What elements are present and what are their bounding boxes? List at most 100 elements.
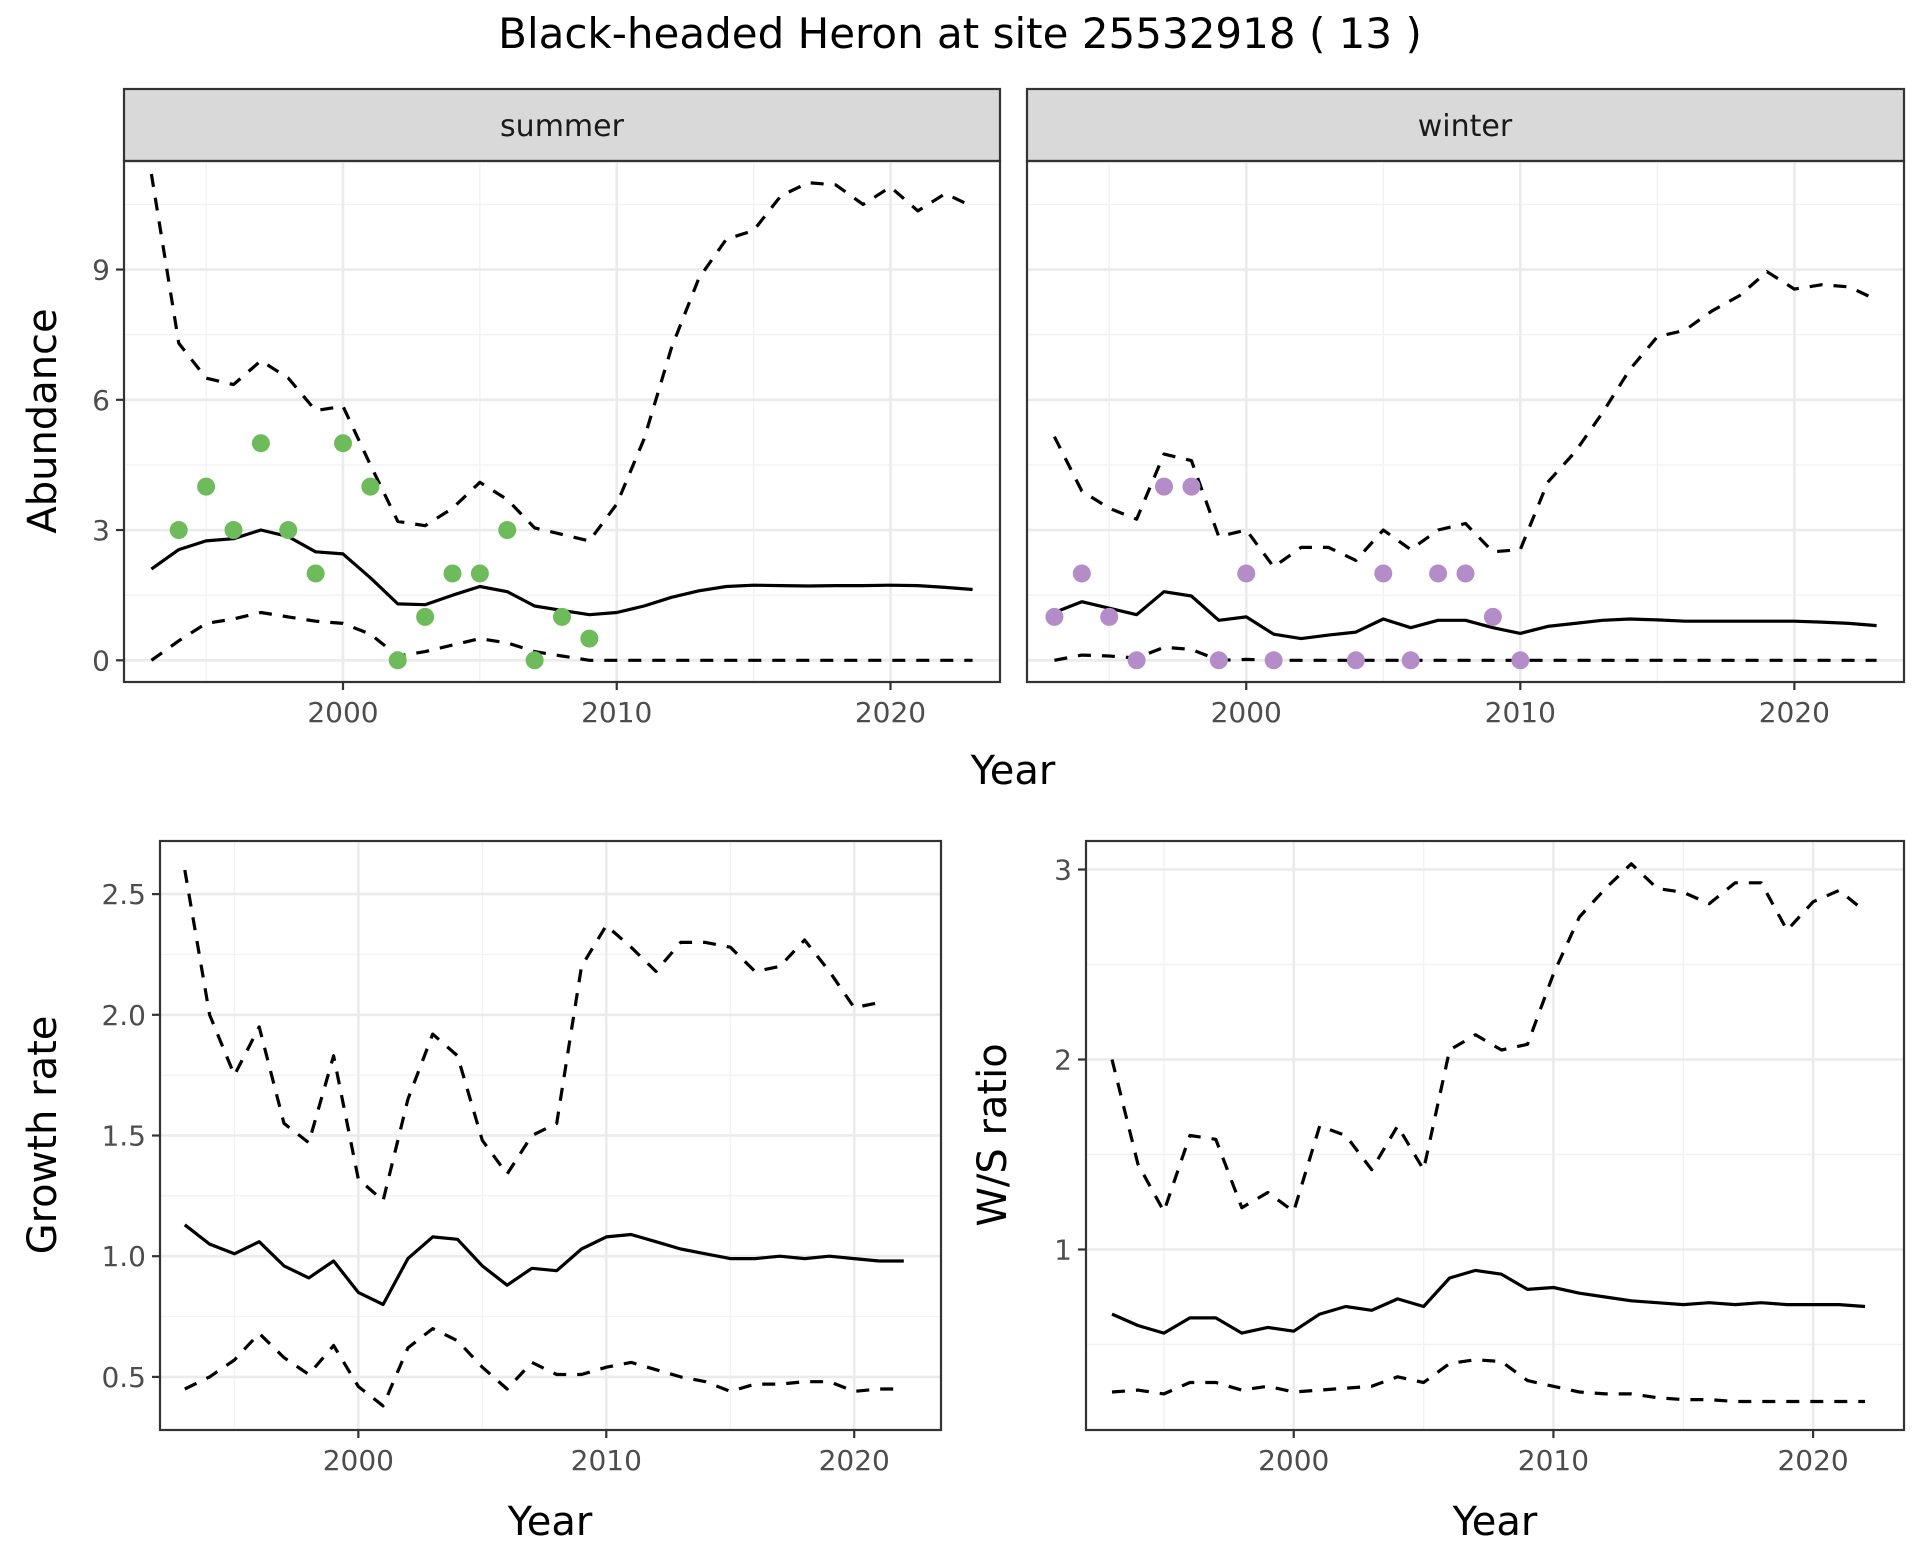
x-ticks-summer: 2000 2010 2020 [307, 682, 926, 729]
observed-point-summer [279, 521, 298, 540]
x-axis-title-top: Year [970, 748, 1056, 794]
observed-point-summer [334, 434, 352, 453]
x-ticks-ratio: 2000 2010 2020 [1258, 1430, 1849, 1477]
panel-winter-abundance: winter 2000 2010 2020 [1025, 87, 1906, 729]
observed-point-summer [361, 477, 380, 496]
x-ticks-growth: 2000 2010 2020 [323, 1430, 890, 1477]
facet-strip-winter-label: winter [1418, 109, 1513, 144]
observed-point-summer [388, 651, 407, 670]
series-line-ci-ratio-2 [1111, 1358, 1865, 1404]
observed-point-summer [306, 564, 325, 583]
observed-point-winter [1155, 477, 1174, 496]
observed-point-summer [224, 521, 243, 540]
x-tick-label: 2020 [819, 1444, 890, 1477]
facet-strip-summer: summer [122, 87, 1002, 163]
series-line-ci-summer-2 [150, 610, 973, 662]
observed-point-summer [251, 434, 270, 453]
observed-point-winter [1429, 564, 1448, 583]
y-tick-label: 1 [1054, 1234, 1072, 1267]
series-line-mean-ratio-0 [1111, 1268, 1866, 1335]
observed-point-summer [197, 477, 216, 496]
series-line-ci-ratio-1 [1110, 862, 1867, 1214]
observed-point-winter [1374, 564, 1393, 583]
observed-point-summer [525, 651, 544, 670]
observed-point-winter [1045, 607, 1064, 626]
x-axis-title-ratio: Year [1452, 1499, 1538, 1545]
y-tick-label: 3 [1054, 854, 1072, 887]
observed-point-summer [580, 629, 599, 648]
series-line-ci-growth-2 [184, 1327, 904, 1408]
y-tick-label: 9 [92, 254, 110, 287]
y-tick-label: 2.5 [101, 878, 146, 911]
panel-ws-ratio: 2000 2010 2020 1 2 3 Year W/S ratio [970, 839, 1906, 1545]
y-axis-title-abundance: Abundance [20, 308, 66, 533]
series-line-ci-summer-1 [149, 173, 974, 543]
observed-point-winter [1072, 564, 1091, 583]
panel-growth-rate: 2000 2010 2020 0.5 1.0 1.5 2.0 2.5 Year Growth… [20, 839, 943, 1545]
observed-point-winter [1483, 607, 1502, 626]
observed-point-summer [498, 521, 517, 540]
series-line-ci-winter-2 [1054, 645, 1877, 662]
observed-point-winter [1456, 564, 1475, 583]
x-ticks-winter: 2000 2010 2020 [1211, 682, 1830, 729]
observed-point-winter [1401, 651, 1420, 670]
x-tick-label: 2010 [1518, 1444, 1589, 1477]
series-line-mean-winter-0 [1053, 590, 1877, 641]
x-tick-label: 2020 [1777, 1444, 1848, 1477]
observed-point-winter [1127, 651, 1146, 670]
x-tick-label: 2020 [1759, 696, 1830, 729]
y-tick-label: 2 [1054, 1044, 1072, 1077]
y-axis-title-ws-ratio: W/S ratio [970, 1043, 1016, 1226]
y-ticks-summer: 0 3 6 9 [92, 254, 124, 677]
observed-point-winter [1346, 651, 1365, 670]
y-tick-label: 2.0 [101, 999, 146, 1032]
y-tick-label: 3 [92, 514, 110, 547]
series-line-mean-summer-0 [150, 528, 973, 617]
series-winter [1052, 270, 1878, 662]
observed-point-winter [1237, 564, 1256, 583]
x-tick-label: 2010 [581, 696, 652, 729]
observed-point-winter [1511, 651, 1530, 670]
y-axis-title-growth-rate: Growth rate [20, 1016, 66, 1255]
series-line-ci-growth-1 [183, 869, 880, 1203]
panel-border-ratio [1084, 839, 1906, 1432]
y-tick-label: 0.5 [101, 1361, 146, 1394]
observed-point-winter [1182, 477, 1201, 496]
y-ticks-ratio: 1 2 3 [1054, 854, 1086, 1267]
y-tick-label: 6 [92, 384, 110, 417]
gridlines-growth [160, 841, 941, 1430]
panel-border-winter [1025, 159, 1906, 684]
points-summer [169, 434, 599, 670]
gridlines-winter [1027, 161, 1904, 682]
series-line-mean-growth-0 [183, 1223, 904, 1307]
observed-point-summer [416, 607, 435, 626]
points-winter [1045, 477, 1530, 670]
facet-strip-summer-label: summer [500, 109, 625, 144]
observed-point-summer [443, 564, 462, 583]
series-ratio [1110, 862, 1867, 1404]
observed-point-winter [1264, 651, 1283, 670]
series-growth [183, 869, 904, 1408]
x-tick-label: 2010 [1485, 696, 1556, 729]
observed-point-winter [1209, 651, 1228, 670]
gridlines-ratio [1086, 841, 1904, 1430]
gridlines-summer [124, 161, 1000, 682]
y-tick-label: 1.0 [101, 1240, 146, 1273]
panel-summer-abundance: summer 2000 2010 2020 0 3 6 9 Abundance [20, 87, 1002, 729]
x-tick-label: 2020 [855, 696, 926, 729]
panel-border-summer [122, 159, 1002, 684]
x-tick-label: 2000 [1211, 696, 1282, 729]
observed-point-winter [1100, 607, 1119, 626]
series-line-ci-winter-1 [1052, 270, 1878, 569]
facet-strip-winter: winter [1025, 87, 1906, 163]
x-tick-label: 2010 [571, 1444, 642, 1477]
y-tick-label: 0 [92, 644, 110, 677]
y-tick-label: 1.5 [101, 1120, 146, 1153]
x-tick-label: 2000 [1258, 1444, 1329, 1477]
observed-point-summer [470, 564, 489, 583]
observed-point-summer [553, 607, 571, 626]
y-ticks-growth: 0.5 1.0 1.5 2.0 2.5 [101, 878, 160, 1394]
x-tick-label: 2000 [307, 696, 378, 729]
x-tick-label: 2000 [323, 1444, 394, 1477]
